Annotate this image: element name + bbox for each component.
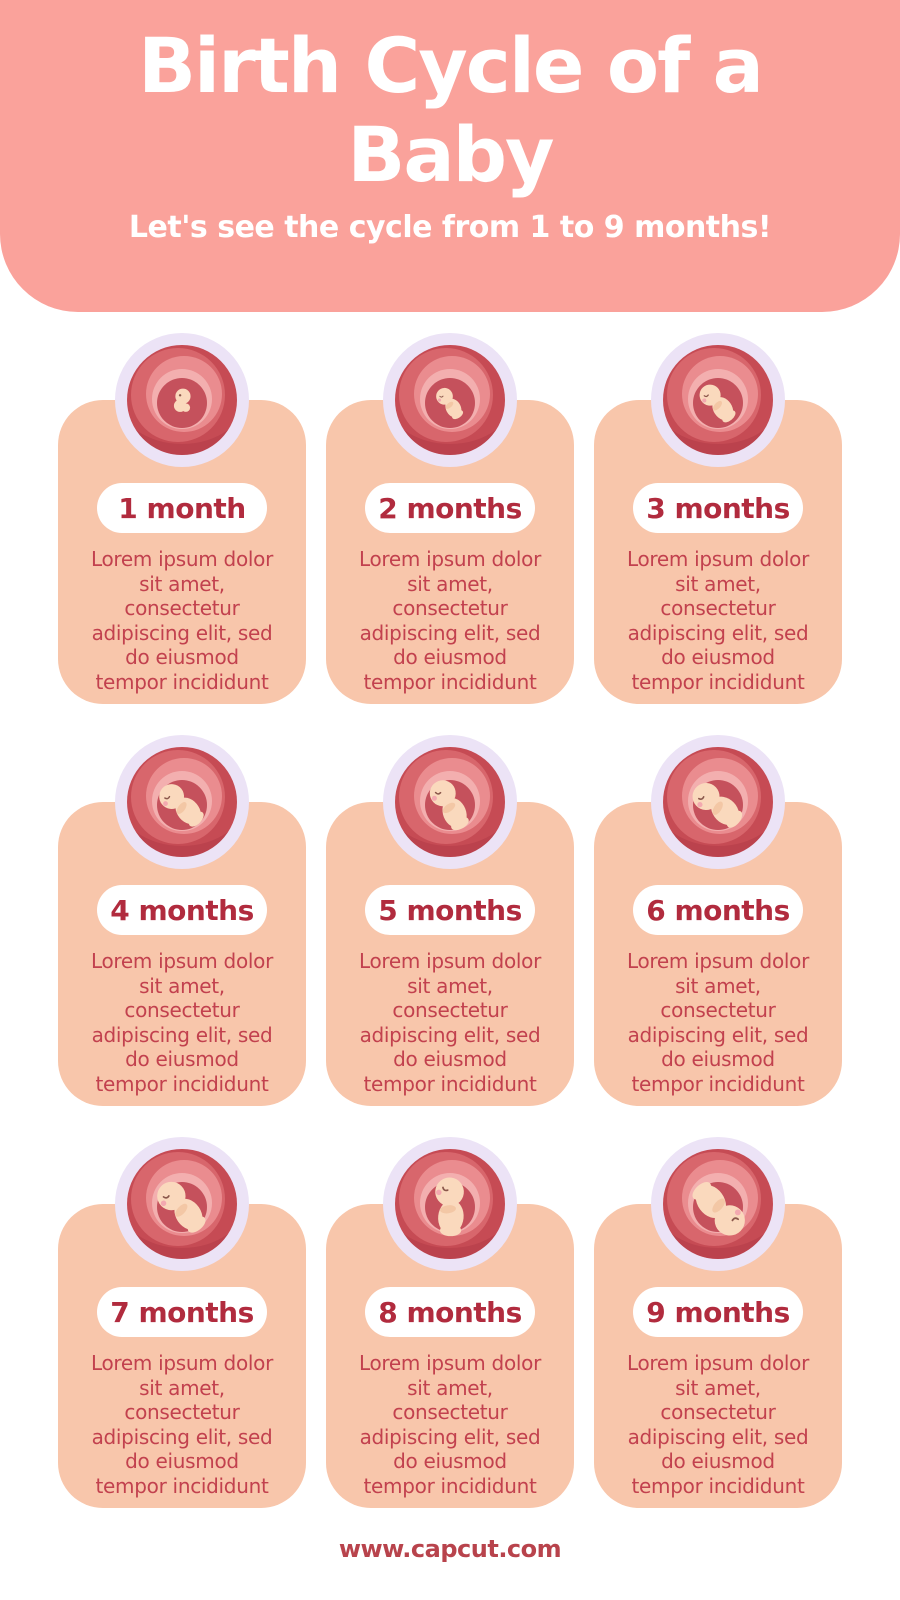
fetus-4-months-icon (115, 735, 249, 869)
card-description: Lorem ipsum dolor sit amet, consectetur … (359, 547, 541, 694)
fetus-3-months-icon (651, 333, 785, 467)
month-pill: 3 months (633, 483, 803, 533)
poster-title-line2: Baby (347, 109, 554, 199)
card-body: 6 months Lorem ipsum dolor sit amet, con… (594, 802, 842, 1106)
fetus-6-months-icon (651, 735, 785, 869)
month-label: 6 months (646, 893, 790, 927)
month-pill: 8 months (365, 1287, 535, 1337)
month-card-3: 3 months Lorem ipsum dolor sit amet, con… (594, 326, 842, 704)
poster-subtitle: Let's see the cycle from 1 to 9 months! (128, 209, 772, 245)
footer-url: www.capcut.com (338, 1535, 562, 1563)
fetus-2-months-icon (383, 333, 517, 467)
card-description: Lorem ipsum dolor sit amet, consectetur … (359, 1351, 541, 1498)
fetus-9-months-icon (651, 1137, 785, 1271)
header-banner: Birth Cycle of a Baby Let's see the cycle… (0, 0, 900, 312)
month-card-1: 1 month Lorem ipsum dolor sit amet, cons… (58, 326, 306, 704)
month-label: 4 months (110, 893, 254, 927)
footer: www.capcut.com (0, 1535, 900, 1563)
card-description: Lorem ipsum dolor sit amet, consectetur … (627, 1351, 809, 1498)
month-card-9: 9 months Lorem ipsum dolor sit amet, con… (594, 1130, 842, 1508)
month-label: 5 months (378, 893, 522, 927)
month-label: 9 months (646, 1295, 790, 1329)
month-label: 2 months (378, 491, 522, 525)
card-body: 8 months Lorem ipsum dolor sit amet, con… (326, 1204, 574, 1508)
card-description: Lorem ipsum dolor sit amet, consectetur … (91, 547, 273, 694)
month-card-2: 2 months Lorem ipsum dolor sit amet, con… (326, 326, 574, 704)
month-card-8: 8 months Lorem ipsum dolor sit amet, con… (326, 1130, 574, 1508)
card-body: 2 months Lorem ipsum dolor sit amet, con… (326, 400, 574, 704)
month-label: 8 months (378, 1295, 522, 1329)
embryo-1-month-icon (115, 333, 249, 467)
month-pill: 9 months (633, 1287, 803, 1337)
card-description: Lorem ipsum dolor sit amet, consectetur … (627, 949, 809, 1096)
card-body: 4 months Lorem ipsum dolor sit amet, con… (58, 802, 306, 1106)
poster-title-line1: Birth Cycle of a (138, 21, 764, 110)
fetus-8-months-icon (383, 1137, 517, 1271)
cards-grid: 1 month Lorem ipsum dolor sit amet, cons… (0, 326, 900, 1508)
card-description: Lorem ipsum dolor sit amet, consectetur … (359, 949, 541, 1096)
month-pill: 5 months (365, 885, 535, 935)
fetus-7-months-icon (115, 1137, 249, 1271)
month-pill: 4 months (97, 885, 267, 935)
month-pill: 1 month (97, 483, 267, 533)
card-description: Lorem ipsum dolor sit amet, consectetur … (91, 949, 273, 1096)
fetus-5-months-icon (383, 735, 517, 869)
month-card-6: 6 months Lorem ipsum dolor sit amet, con… (594, 728, 842, 1106)
card-description: Lorem ipsum dolor sit amet, consectetur … (91, 1351, 273, 1498)
month-pill: 7 months (97, 1287, 267, 1337)
month-label: 7 months (110, 1295, 254, 1329)
month-card-4: 4 months Lorem ipsum dolor sit amet, con… (58, 728, 306, 1106)
month-label: 3 months (646, 491, 790, 525)
month-pill: 6 months (633, 885, 803, 935)
month-card-7: 7 months Lorem ipsum dolor sit amet, con… (58, 1130, 306, 1508)
poster-title: Birth Cycle of a Baby (0, 21, 900, 200)
card-description: Lorem ipsum dolor sit amet, consectetur … (627, 547, 809, 694)
month-card-5: 5 months Lorem ipsum dolor sit amet, con… (326, 728, 574, 1106)
month-label: 1 month (118, 491, 246, 525)
month-pill: 2 months (365, 483, 535, 533)
